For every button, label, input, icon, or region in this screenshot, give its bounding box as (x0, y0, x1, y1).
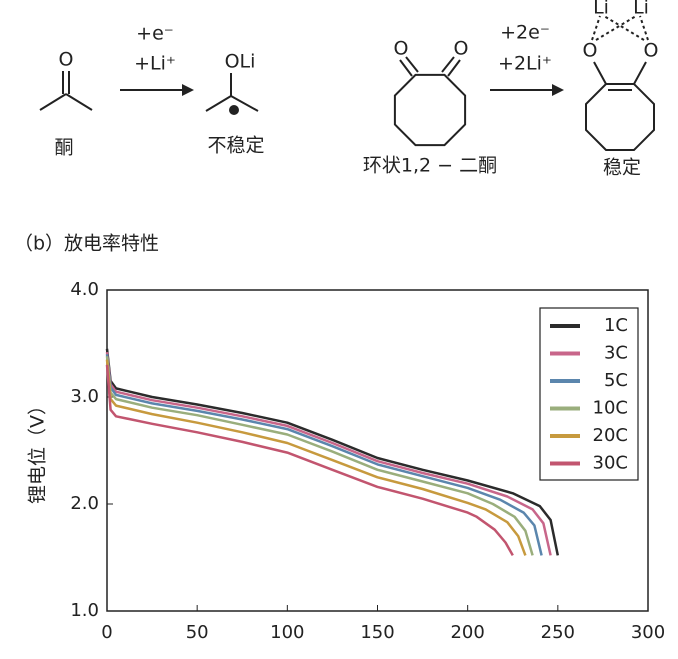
y-axis-label: 锂电位（V） (27, 396, 49, 504)
x-tick-label: 200 (450, 622, 484, 643)
reagent: +2e⁻ (500, 22, 550, 44)
atom: O (454, 38, 469, 60)
section-label: （b）放电率特性 (14, 233, 159, 255)
legend-label: 30C (593, 453, 628, 474)
series-line (105, 364, 514, 557)
product: Li Li O O 稳定 (583, 0, 659, 179)
atom: O (644, 40, 659, 62)
y-tick-label: 1.0 (70, 600, 99, 621)
atom: O (59, 49, 74, 71)
radical: OLi 不稳定 (205, 51, 265, 157)
series-line (105, 356, 534, 556)
x-tick-label: 100 (270, 622, 304, 643)
atom: O (583, 40, 598, 62)
reagent: +Li⁺ (134, 53, 176, 75)
reagent: +e⁻ (136, 23, 174, 45)
x-tick-label: 0 (101, 622, 112, 643)
legend-label: 1C (604, 315, 628, 336)
legend-box (539, 307, 639, 481)
series-line (105, 359, 527, 556)
atom: O (394, 38, 409, 60)
series-line (105, 354, 543, 556)
legend-label: 20C (593, 425, 628, 446)
molecule-name: 不稳定 (207, 135, 264, 157)
arrow-1: +e⁻ +Li⁺ (120, 23, 194, 96)
molecule-name: 稳定 (603, 157, 641, 179)
x-tick-label: 50 (186, 622, 209, 643)
y-tick-label: 4.0 (70, 279, 99, 300)
series-line (105, 351, 552, 556)
legend-label: 10C (593, 398, 628, 419)
atom: Li (593, 0, 609, 19)
y-tick-label: 2.0 (70, 493, 99, 514)
atom: Li (633, 0, 649, 19)
series-line (105, 348, 560, 556)
reagent: +2Li⁺ (498, 53, 552, 75)
arrow-2: +2e⁻ +2Li⁺ (490, 22, 564, 96)
ketone: O 酮 (39, 49, 93, 159)
x-tick-label: 300 (631, 622, 665, 643)
x-tick-label: 150 (360, 622, 394, 643)
atom: OLi (225, 51, 256, 73)
molecule-name: 酮 (54, 137, 73, 159)
x-tick-label: 250 (541, 622, 575, 643)
diketone: O O 环状1,2 − 二酮 (363, 38, 497, 177)
legend-label: 5C (604, 370, 628, 391)
legend-label: 3C (604, 343, 628, 364)
molecule-name: 环状1,2 − 二酮 (363, 155, 497, 177)
y-tick-label: 3.0 (70, 386, 99, 407)
